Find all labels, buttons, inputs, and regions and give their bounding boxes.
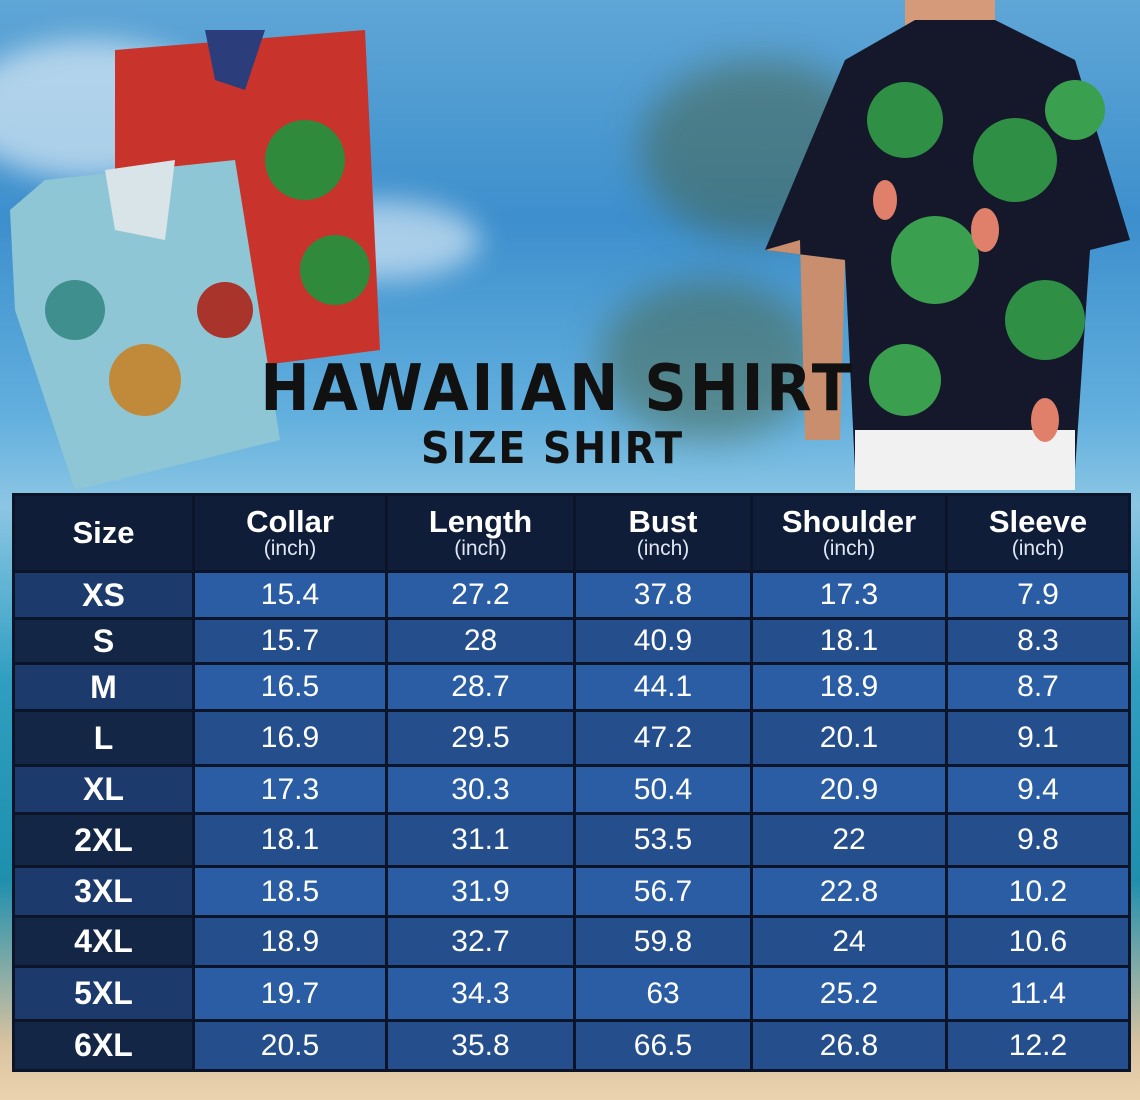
table-row: 3XL 18.5 31.9 56.7 22.8 10.2 (12, 865, 1131, 918)
cell-collar: 18.1 (192, 812, 388, 868)
folded-shirts-image (10, 30, 380, 490)
header-bust: Bust (inch) (573, 493, 753, 573)
palm-tree-blur (600, 280, 820, 440)
cell-sleeve: 10.6 (945, 915, 1131, 968)
cell-shoulder: 20.9 (750, 764, 948, 815)
cell-shoulder: 22.8 (750, 865, 948, 918)
cell-size: 4XL (12, 915, 195, 968)
table-row: L 16.9 29.5 47.2 20.1 9.1 (12, 709, 1131, 767)
cell-shoulder: 18.1 (750, 617, 948, 665)
header-unit: (inch) (636, 537, 690, 561)
page-subtitle: SIZE SHIRT (421, 423, 684, 474)
header-label: Shoulder (781, 503, 917, 539)
cell-collar: 19.7 (192, 965, 388, 1022)
table-row: 5XL 19.7 34.3 63 25.2 11.4 (12, 965, 1131, 1022)
cell-size: 5XL (12, 965, 195, 1022)
cell-bust: 47.2 (573, 709, 753, 767)
cell-shoulder: 25.2 (750, 965, 948, 1022)
cell-length: 31.1 (385, 812, 576, 868)
table-row: 2XL 18.1 31.1 53.5 22 9.8 (12, 812, 1131, 868)
header-sleeve: Sleeve (inch) (945, 493, 1131, 573)
header-unit: (inch) (454, 537, 507, 561)
model-shirt-image (765, 0, 1130, 490)
header-unit: (inch) (1011, 537, 1065, 561)
cell-length: 29.5 (385, 709, 576, 767)
cell-bust: 44.1 (573, 662, 753, 712)
cell-shoulder: 22 (750, 812, 948, 868)
header-collar: Collar (inch) (192, 493, 388, 573)
header-length: Length (inch) (385, 493, 576, 573)
table-row: S 15.7 28 40.9 18.1 8.3 (12, 617, 1131, 665)
cell-bust: 66.5 (573, 1019, 753, 1072)
cell-collar: 17.3 (192, 764, 388, 815)
header-unit: (inch) (822, 537, 876, 561)
cell-collar: 16.5 (192, 662, 388, 712)
header-size: Size (12, 493, 195, 573)
cell-length: 31.9 (385, 865, 576, 918)
cell-bust: 40.9 (573, 617, 753, 665)
header-label: Size (72, 514, 135, 550)
cell-size: 3XL (12, 865, 195, 918)
header-label: Bust (628, 503, 698, 539)
cell-length: 30.3 (385, 764, 576, 815)
cell-size: 2XL (12, 812, 195, 868)
cell-size: M (12, 662, 195, 712)
cell-collar: 18.5 (192, 865, 388, 918)
cell-bust: 37.8 (573, 570, 753, 620)
size-chart-table: Size Collar (inch) Length (inch) Bust (inch… (12, 493, 1131, 1072)
cell-sleeve: 8.3 (945, 617, 1131, 665)
table-row: XS 15.4 27.2 37.8 17.3 7.9 (12, 570, 1131, 620)
table-row: 6XL 20.5 35.8 66.5 26.8 12.2 (12, 1019, 1131, 1072)
cell-shoulder: 18.9 (750, 662, 948, 712)
cell-sleeve: 10.2 (945, 865, 1131, 918)
cell-collar: 15.4 (192, 570, 388, 620)
cell-length: 28.7 (385, 662, 576, 712)
cell-length: 27.2 (385, 570, 576, 620)
cell-sleeve: 7.9 (945, 570, 1131, 620)
header-unit: (inch) (263, 537, 317, 561)
header-label: Length (428, 503, 533, 539)
cell-shoulder: 24 (750, 915, 948, 968)
cell-length: 34.3 (385, 965, 576, 1022)
cell-sleeve: 8.7 (945, 662, 1131, 712)
cell-bust: 56.7 (573, 865, 753, 918)
cell-size: 6XL (12, 1019, 195, 1072)
cell-length: 35.8 (385, 1019, 576, 1072)
cell-shoulder: 17.3 (750, 570, 948, 620)
table-row: 4XL 18.9 32.7 59.8 24 10.6 (12, 915, 1131, 968)
cell-sleeve: 9.4 (945, 764, 1131, 815)
header-label: Collar (246, 503, 334, 539)
table-row: XL 17.3 30.3 50.4 20.9 9.4 (12, 764, 1131, 815)
cell-size: XL (12, 764, 195, 815)
cell-shoulder: 26.8 (750, 1019, 948, 1072)
cell-sleeve: 9.1 (945, 709, 1131, 767)
header-shoulder: Shoulder (inch) (750, 493, 948, 573)
cell-collar: 18.9 (192, 915, 388, 968)
header-label: Sleeve (988, 503, 1088, 539)
cell-size: L (12, 709, 195, 767)
cell-bust: 50.4 (573, 764, 753, 815)
cell-length: 28 (385, 617, 576, 665)
cell-shoulder: 20.1 (750, 709, 948, 767)
page-title: HAWAIIAN SHIRT (260, 352, 855, 426)
cell-bust: 53.5 (573, 812, 753, 868)
cell-bust: 63 (573, 965, 753, 1022)
cell-length: 32.7 (385, 915, 576, 968)
cell-collar: 16.9 (192, 709, 388, 767)
cell-sleeve: 9.8 (945, 812, 1131, 868)
cell-collar: 20.5 (192, 1019, 388, 1072)
table-row: M 16.5 28.7 44.1 18.9 8.7 (12, 662, 1131, 712)
cell-sleeve: 11.4 (945, 965, 1131, 1022)
cell-sleeve: 12.2 (945, 1019, 1131, 1072)
cell-collar: 15.7 (192, 617, 388, 665)
table-header-row: Size Collar (inch) Length (inch) Bust (inch… (12, 493, 1131, 573)
cell-size: S (12, 617, 195, 665)
cell-size: XS (12, 570, 195, 620)
cell-bust: 59.8 (573, 915, 753, 968)
